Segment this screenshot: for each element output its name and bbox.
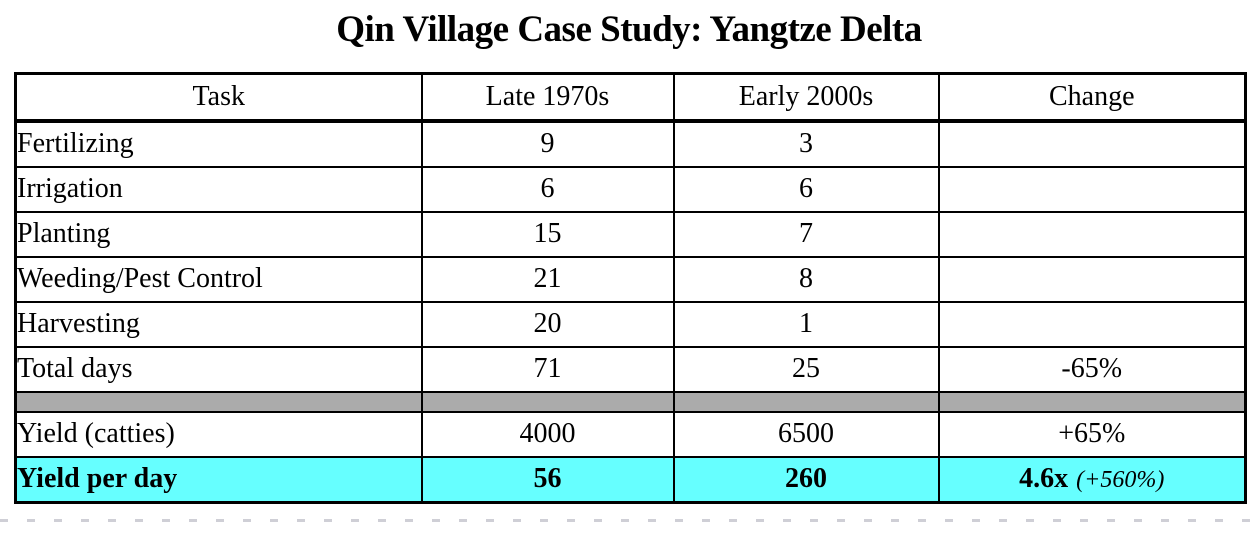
page-title: Qin Village Case Study: Yangtze Delta	[336, 9, 922, 50]
cell-late-1970s: 21	[420, 255, 675, 303]
cell-change: -65%	[937, 345, 1247, 393]
change-multiplier: 4.6x	[1019, 463, 1069, 495]
gray-separator-row	[14, 390, 1247, 413]
cell-task: Yield per day	[14, 455, 423, 504]
cell-early-2000s: 6500	[672, 410, 940, 458]
cell-task: Fertilizing	[14, 119, 423, 168]
table-row: Irrigation 6 6	[14, 165, 1247, 213]
cell-early-2000s: 8	[672, 255, 940, 303]
column-header-early-2000s: Early 2000s	[672, 72, 940, 123]
separator-cell	[672, 390, 940, 413]
cell-early-2000s: 6	[672, 165, 940, 213]
table-row-total-days: Total days 71 25 -65%	[14, 345, 1247, 393]
cell-change: +65%	[937, 410, 1247, 458]
separator-cell	[420, 390, 675, 413]
cell-task: Weeding/Pest Control	[14, 255, 423, 303]
cell-change	[937, 210, 1247, 258]
table-row: Planting 15 7	[14, 210, 1247, 258]
table-row-yield-per-day: Yield per day 56 260 4.6x (+560%)	[14, 455, 1247, 504]
separator-cell	[937, 390, 1247, 413]
cell-task: Planting	[14, 210, 423, 258]
cell-change	[937, 255, 1247, 303]
table-row: Fertilizing 9 3	[14, 119, 1247, 168]
cell-late-1970s: 71	[420, 345, 675, 393]
cell-late-1970s: 9	[420, 119, 675, 168]
cell-late-1970s: 15	[420, 210, 675, 258]
cell-change	[937, 165, 1247, 213]
cell-task: Irrigation	[14, 165, 423, 213]
table-row-yield: Yield (catties) 4000 6500 +65%	[14, 410, 1247, 458]
column-header-late-1970s: Late 1970s	[420, 72, 675, 123]
table-row: Harvesting 20 1	[14, 300, 1247, 348]
cell-late-1970s: 4000	[420, 410, 675, 458]
cell-change: 4.6x (+560%)	[937, 455, 1247, 504]
cell-change	[937, 300, 1247, 348]
cell-late-1970s: 20	[420, 300, 675, 348]
cell-early-2000s: 260	[672, 455, 940, 504]
header-row: Task Late 1970s Early 2000s Change	[14, 72, 1247, 123]
separator-cell	[14, 390, 423, 413]
cell-early-2000s: 1	[672, 300, 940, 348]
cell-early-2000s: 3	[672, 119, 940, 168]
cell-task: Harvesting	[14, 300, 423, 348]
change-percent-note: (+560%)	[1076, 467, 1165, 494]
cell-late-1970s: 56	[420, 455, 675, 504]
cell-early-2000s: 25	[672, 345, 940, 393]
column-header-task: Task	[14, 72, 423, 123]
table-row: Weeding/Pest Control 21 8	[14, 255, 1247, 303]
cell-change	[937, 119, 1247, 168]
cell-task: Yield (catties)	[14, 410, 423, 458]
cell-late-1970s: 6	[420, 165, 675, 213]
case-study-table: Task Late 1970s Early 2000s Change Ferti…	[14, 71, 1247, 504]
cell-early-2000s: 7	[672, 210, 940, 258]
page-break-dotted-line	[0, 518, 1258, 522]
cell-task: Total days	[14, 345, 423, 393]
column-header-change: Change	[937, 72, 1247, 123]
